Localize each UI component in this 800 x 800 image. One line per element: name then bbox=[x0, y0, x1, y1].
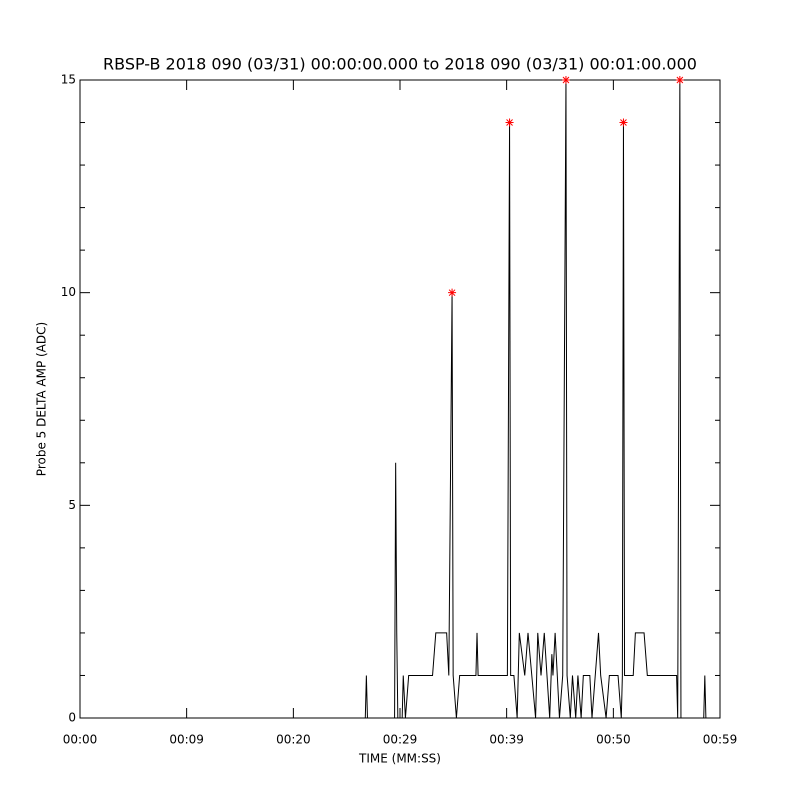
y-axis-label: Probe 5 DELTA AMP (ADC) bbox=[35, 322, 49, 476]
x-tick-label: 00:09 bbox=[169, 733, 204, 747]
chart-title: RBSP-B 2018 090 (03/31) 00:00:00.000 to … bbox=[103, 55, 697, 74]
y-tick-label: 10 bbox=[61, 285, 76, 299]
x-tick-label: 00:50 bbox=[596, 733, 631, 747]
peak-marker bbox=[619, 118, 628, 127]
y-tick-label: 15 bbox=[61, 73, 76, 87]
data-line bbox=[80, 79, 720, 719]
x-tick-label: 00:59 bbox=[703, 733, 738, 747]
peak-marker bbox=[675, 76, 684, 84]
x-tick-label: 00:00 bbox=[63, 733, 98, 747]
peak-marker bbox=[448, 288, 457, 297]
x-tick-label: 00:20 bbox=[276, 733, 311, 747]
x-axis-label: TIME (MM:SS) bbox=[358, 752, 441, 766]
peak-marker bbox=[561, 76, 570, 84]
x-tick-label: 00:39 bbox=[489, 733, 524, 747]
x-tick-label: 00:29 bbox=[383, 733, 418, 747]
y-tick-label: 0 bbox=[68, 711, 76, 725]
y-tick-label: 5 bbox=[68, 498, 76, 512]
peak-marker bbox=[505, 118, 514, 127]
